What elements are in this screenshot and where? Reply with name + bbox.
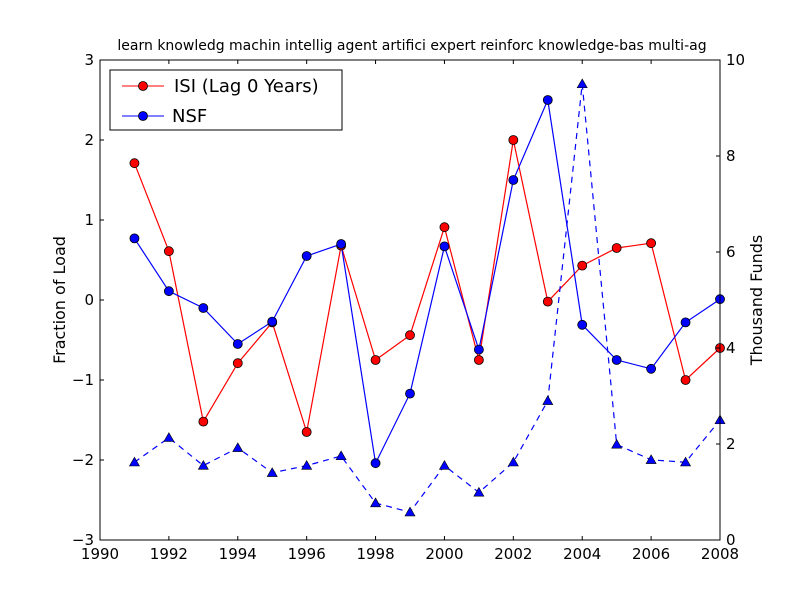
plot-markers [128,78,726,517]
data-point [507,456,519,467]
data-point [198,303,209,313]
data-point [267,316,278,327]
data-point [370,458,381,469]
data-point [370,355,381,365]
y2-tick-label: 8 [726,147,736,165]
series-line-2 [134,83,721,513]
data-point [129,158,140,169]
y2-tick-label: 6 [726,243,736,261]
data-point [301,459,313,470]
data-point [542,95,553,105]
data-point [680,317,691,328]
x-tick-label: 2002 [494,545,532,563]
data-point [129,233,140,244]
data-point [405,330,415,341]
x-tick-label: 1992 [150,545,188,563]
y-tick-label: 2 [84,131,94,149]
y-tick-label: 0 [84,291,94,309]
y-tick-label: 1 [84,211,94,229]
y2-axis-label: Thousand Funds [747,235,766,366]
data-point [232,358,243,369]
y-axis-label: Fraction of Load [50,236,69,364]
chart-title: learn knowledg machin intellig agent art… [117,38,706,54]
axis-ticks: 1990 1992 1994 1996 1998 2000 2002 2004 2006 2008… [72,51,745,563]
data-point [508,135,519,145]
data-point [473,486,485,497]
data-point [336,239,347,249]
data-point [438,459,450,470]
data-point [542,296,553,307]
x-tick-label: 1994 [219,545,257,563]
data-point [576,78,588,89]
legend-box [109,69,343,131]
data-point [611,243,622,253]
y-tick-label: −3 [72,531,94,549]
data-point [163,286,174,297]
data-point [301,427,312,437]
data-point [508,175,519,185]
data-point [335,450,347,461]
plot-area [133,83,721,513]
data-point [577,260,588,271]
series-line-1 [133,97,721,466]
data-point [611,355,622,365]
y2-tick-label: 2 [726,435,736,453]
y2-tick-label: 4 [726,339,736,357]
data-point [370,497,382,508]
data-point [611,438,623,449]
data-point [439,222,450,233]
data-point [473,355,484,365]
y-tick-label: −2 [72,451,94,469]
legend-label-isi: ISI (Lag 0 Years) [174,76,319,97]
data-point [577,319,588,330]
data-point [680,456,692,467]
data-point [645,454,657,464]
x-tick-label: 2006 [632,545,670,563]
data-point [163,432,175,442]
data-point [680,375,691,385]
y2-tick-label: 10 [726,51,745,69]
x-tick-label: 2008 [701,545,739,563]
data-point [439,241,450,252]
series-line-0 [133,139,721,433]
legend: ISI (Lag 0 Years) NSF [109,69,343,131]
legend-marker-nsf [138,111,148,121]
x-tick-label: 1996 [288,545,326,563]
data-point [198,416,209,427]
legend-marker-isi [138,81,148,91]
legend-label-nsf: NSF [172,106,207,127]
data-point [473,344,484,355]
y-tick-label: 3 [84,51,94,69]
data-point [266,467,278,477]
x-tick-label: 2004 [563,545,601,563]
data-point [404,506,416,517]
data-point [232,339,243,349]
data-point [197,459,209,470]
x-tick-label: 2000 [425,545,463,563]
data-point [301,251,312,261]
y-tick-label: −1 [72,371,94,389]
data-point [646,363,657,374]
data-point [646,238,657,249]
x-tick-label: 1990 [81,545,119,563]
data-point [542,395,554,405]
data-point [405,388,415,399]
data-point [232,442,244,452]
data-point [128,456,140,467]
y2-tick-label: 0 [726,531,736,549]
data-point [163,246,174,257]
x-tick-label: 1998 [356,545,394,563]
